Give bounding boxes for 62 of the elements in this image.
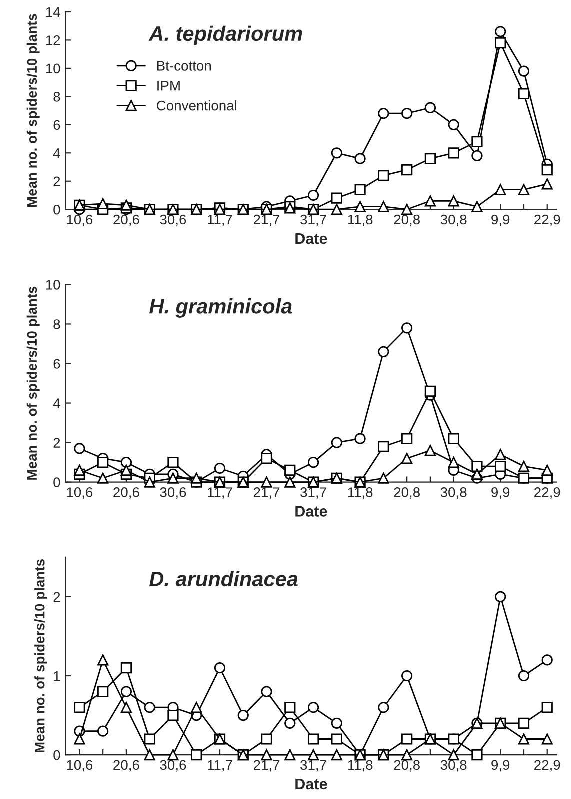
y-tick-label: 12	[46, 36, 60, 46]
y-tick-label: 1	[54, 671, 60, 682]
y-tick-label: 2	[54, 438, 60, 448]
y-tick-label: 2	[54, 176, 60, 186]
legend-label: Conventional	[157, 100, 236, 111]
legend-label: Bt-cotton	[157, 61, 212, 71]
x-tick-label: 31,7	[300, 214, 326, 226]
x-tick-label: 20,6	[114, 214, 140, 226]
x-tick-label: 11,8	[348, 760, 373, 772]
legend-label: IPM	[158, 81, 180, 91]
x-axis-title: Date	[296, 506, 328, 517]
x-tick-label: 20,8	[394, 214, 420, 226]
x-tick-label: 10,6	[67, 488, 93, 500]
y-axis-title: Mean no. of spiders/10 plants	[34, 560, 48, 753]
x-tick-label: 20,6	[114, 760, 140, 772]
x-tick-label: 22,9	[534, 488, 560, 500]
y-tick-label: 14	[46, 7, 60, 18]
x-tick-label: 30,8	[440, 488, 467, 500]
x-tick-label: 30,6	[160, 760, 186, 772]
x-tick-label: 31,7	[300, 488, 326, 500]
x-tick-label: 20,8	[394, 488, 420, 500]
text: D. arundinacea	[150, 571, 298, 587]
y-tick-label: 10	[46, 280, 60, 290]
x-tick-label: 11,7	[208, 488, 232, 500]
x-tick-label: 11,7	[208, 214, 232, 226]
x-tick-label: 31,7	[300, 760, 326, 772]
x-tick-label: 21,7	[254, 214, 280, 226]
x-axis-title: Date	[296, 778, 328, 790]
text: H. graminicola	[150, 298, 292, 318]
x-tick-label: 20,8	[394, 760, 420, 772]
x-tick-label: 11,8	[348, 488, 373, 500]
x-tick-label: 21,7	[254, 760, 280, 772]
y-tick-label: 0	[54, 478, 60, 488]
y-axis-title: Mean no. of spiders/10 plants	[26, 14, 40, 208]
y-tick-label: 4	[53, 148, 60, 158]
text: A. tepidariorum	[148, 26, 302, 46]
x-tick-label: 11,7	[208, 760, 232, 772]
y-tick-label: 4	[53, 398, 60, 408]
y-tick-label: 0	[54, 750, 60, 760]
x-tick-label: 22,9	[534, 214, 560, 226]
x-tick-label: 30,8	[440, 214, 467, 226]
y-tick-label: 10	[46, 64, 60, 74]
y-tick-label: 2	[54, 592, 60, 602]
y-tick-label: 0	[54, 204, 60, 215]
y-tick-label: 6	[54, 359, 60, 369]
y-tick-label: 8	[54, 320, 60, 330]
x-tick-label: 10,6	[67, 214, 93, 226]
y-tick-label: 6	[54, 120, 60, 130]
x-tick-label: 10,6	[67, 760, 93, 772]
x-tick-label: 11,8	[348, 214, 373, 226]
y-axis-title: Mean no. of spiders/10 plants	[26, 286, 40, 480]
x-tick-label: 21,7	[254, 488, 280, 500]
x-tick-label: 20,6	[114, 488, 140, 500]
x-tick-label: 9,9	[492, 214, 510, 226]
x-tick-label: 22,9	[534, 760, 560, 772]
x-tick-label: 9,9	[492, 488, 510, 500]
x-tick-label: 30,6	[160, 488, 186, 500]
x-tick-label: 30,8	[440, 760, 467, 772]
x-tick-label: 30,6	[160, 214, 186, 226]
x-tick-label: 9,9	[492, 760, 510, 772]
y-tick-label: 8	[54, 92, 60, 102]
x-axis-title: Date	[296, 234, 328, 244]
